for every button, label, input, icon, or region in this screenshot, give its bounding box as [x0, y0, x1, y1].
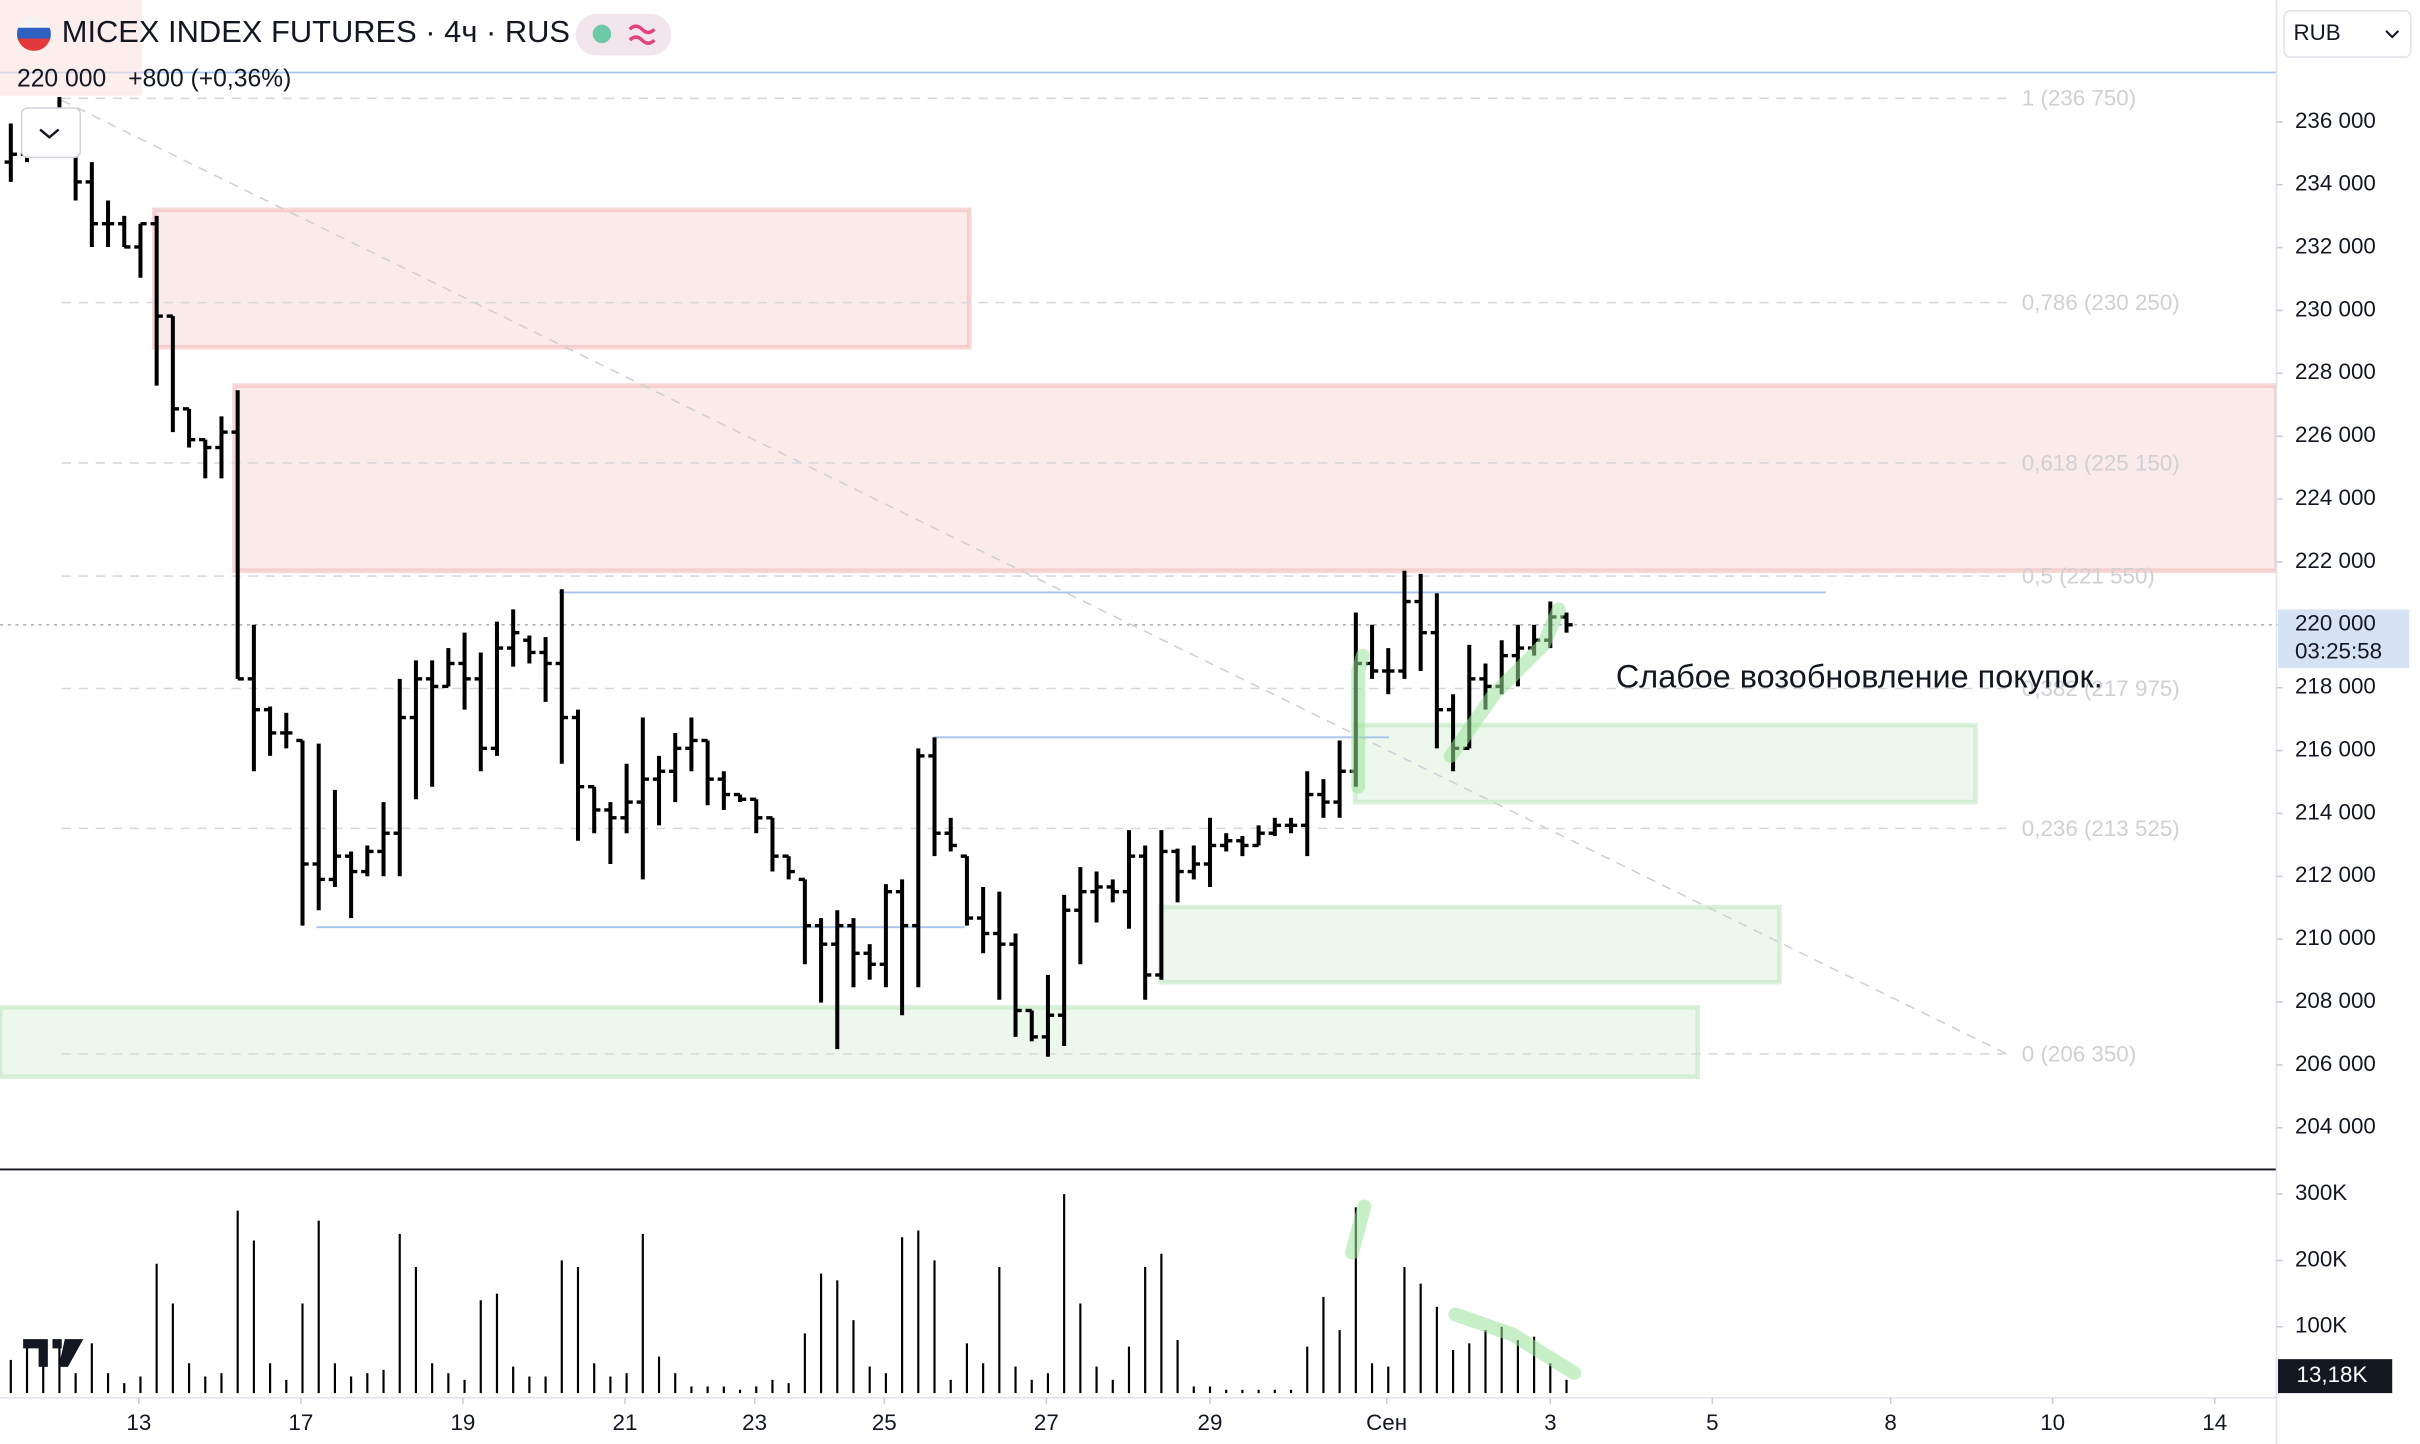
volume-label-box: [2278, 1359, 2393, 1394]
price-bars: [4, 97, 1573, 1057]
x-tick-label: 23: [742, 1410, 767, 1435]
y-tick-label: 228 000: [2295, 359, 2376, 384]
x-tick-label: 3: [1544, 1410, 1556, 1435]
status-dot: [592, 24, 612, 44]
y-tick-label: 204 000: [2295, 1114, 2376, 1139]
y-tick-label: 234 000: [2295, 171, 2376, 196]
highlight-stroke: [1443, 602, 1566, 763]
logo: [23, 1339, 84, 1367]
x-tick-label: 10: [2040, 1410, 2065, 1435]
status-pill: [575, 13, 672, 56]
x-tick-label: Сен: [1366, 1410, 1407, 1435]
y-tick-label: 226 000: [2295, 422, 2376, 447]
fib-label: 0,382 (217 975): [2022, 676, 2180, 701]
y-tick-label: 208 000: [2295, 988, 2376, 1013]
zone: [0, 1005, 1701, 1080]
x-tick-label: 8: [1884, 1410, 1896, 1435]
zone: [1158, 904, 1782, 985]
y2-tick-label: 100K: [2295, 1313, 2347, 1338]
highlights: [1345, 602, 1582, 1380]
fib-label: 0,5 (221 550): [2022, 564, 2155, 589]
zone: [232, 383, 2279, 574]
price-label: 220 000: [2295, 611, 2376, 636]
zone: [152, 207, 972, 350]
currency-button[interactable]: [2283, 10, 2412, 58]
y-tick-label: 212 000: [2295, 862, 2376, 887]
symbol-title: MICEX INDEX FUTURES · 4ч · RUS: [62, 14, 570, 49]
x-tick-label: 14: [2202, 1410, 2227, 1435]
zone: [1352, 722, 1978, 805]
countdown: 03:25:58: [2295, 638, 2382, 663]
currency: RUB: [2293, 20, 2340, 45]
guides: [0, 71, 2277, 1055]
last-price: 220 000: [17, 66, 106, 93]
y-tick-label: 232 000: [2295, 234, 2376, 259]
x-tick-label: 13: [126, 1410, 151, 1435]
volume-label: 13,18K: [2297, 1362, 2368, 1387]
y-tick-label: 230 000: [2295, 296, 2376, 321]
x-tick-label: 27: [1034, 1410, 1059, 1435]
x-tick-label: 5: [1706, 1410, 1718, 1435]
axes: 204 000 206 000 208 000 210 000 212 000 214 0…: [126, 108, 2410, 1435]
y-tick-label: 236 000: [2295, 108, 2376, 133]
y-tick-label: 216 000: [2295, 736, 2376, 761]
fib-trend-line: [61, 99, 2007, 1055]
header-tint: [0, 0, 142, 96]
y2-tick-label: 200K: [2295, 1246, 2347, 1271]
y-tick-label: 210 000: [2295, 925, 2376, 950]
volume-bars: [9, 1194, 1568, 1394]
y2-tick-label: 300K: [2295, 1180, 2347, 1205]
collapse-button[interactable]: [20, 107, 82, 159]
fib-label: 0,618 (225 150): [2022, 450, 2180, 475]
x-tick-label: 21: [613, 1410, 638, 1435]
zones: [0, 207, 2279, 1080]
y-tick-label: 218 000: [2295, 674, 2376, 699]
fib-label: 0,236 (213 525): [2022, 816, 2180, 841]
price-change: +800 (+0,36%): [128, 66, 291, 93]
y-tick-label: 224 000: [2295, 485, 2376, 510]
chevron: [39, 128, 60, 139]
x-tick-label: 25: [872, 1410, 897, 1435]
highlight-stroke: [1351, 648, 1370, 794]
x-tick-label: 17: [288, 1410, 313, 1435]
y-tick-label: 222 000: [2295, 548, 2376, 573]
y-tick-label: 206 000: [2295, 1051, 2376, 1076]
x-tick-label: 29: [1198, 1410, 1223, 1435]
chevron: [2385, 30, 2400, 39]
highlight-stroke: [1345, 1199, 1372, 1260]
fib-label: 1 (236 750): [2022, 86, 2136, 111]
annotation: Слабое возобновление покупок.: [1616, 658, 2103, 694]
price-axis: [2276, 0, 2420, 1444]
fib-label: 0 (206 350): [2022, 1041, 2136, 1066]
flag: [16, 16, 51, 51]
y-tick-label: 214 000: [2295, 799, 2376, 824]
price-label-box: [2278, 609, 2410, 669]
highlight-stroke: [1448, 1307, 1582, 1380]
x-tick-label: 19: [450, 1410, 475, 1435]
fib-label: 0,786 (230 250): [2022, 290, 2180, 315]
status-icon: [628, 24, 656, 45]
fib-levels: 1 (236 750) 0,786 (230 250) 0,618 (225 150…: [61, 86, 2180, 1066]
